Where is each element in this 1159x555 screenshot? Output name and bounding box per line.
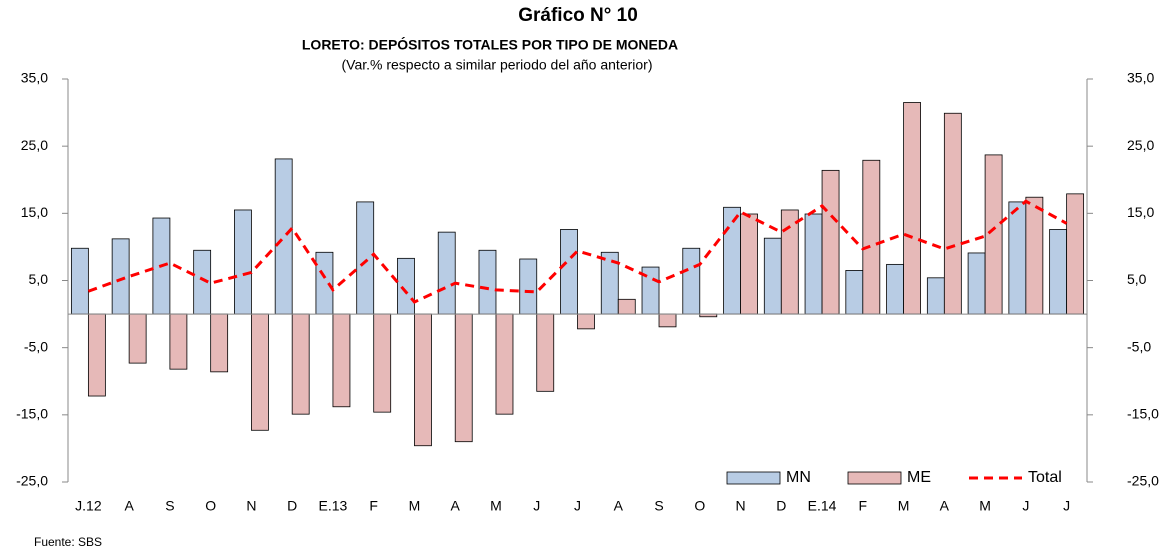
bar [397, 257, 415, 315]
x-tick-label: J [574, 498, 581, 514]
legend-label: ME [907, 469, 931, 486]
bar [658, 313, 677, 328]
y2-tick-label: 35,0 [1127, 70, 1154, 86]
bar [356, 201, 375, 315]
x-tick-label: J [1063, 498, 1070, 514]
bar [315, 251, 334, 315]
y-tick-label: -25,0 [16, 473, 48, 489]
bar [862, 159, 881, 315]
x-tick-label: S [165, 498, 174, 514]
bar [943, 112, 962, 315]
x-tick-label: A [451, 498, 461, 514]
x-tick-label: J [1022, 498, 1029, 514]
bar [1008, 201, 1027, 315]
y-tick-label: 35,0 [21, 70, 48, 86]
x-tick-label: A [614, 498, 624, 514]
x-tick-label: N [246, 498, 256, 514]
line-series [87, 199, 1068, 304]
bar [682, 247, 701, 315]
bar [454, 313, 473, 443]
x-tick-label: A [124, 498, 134, 514]
bar [903, 102, 921, 315]
bar [780, 209, 799, 315]
x-tick-label: F [859, 498, 868, 514]
legend-label: MN [786, 469, 811, 486]
bar [414, 313, 432, 447]
bar [332, 313, 351, 408]
x-tick-label: J.12 [75, 498, 102, 514]
bar [111, 238, 130, 315]
y2-tick-label: -15,0 [1127, 406, 1159, 422]
bar [1025, 196, 1044, 315]
bar [291, 313, 310, 415]
bar [210, 313, 229, 373]
legend-label: Total [1028, 469, 1062, 486]
x-tick-label: D [776, 498, 786, 514]
y2-tick-label: 5,0 [1127, 271, 1147, 287]
y-tick-label: -15,0 [16, 406, 48, 422]
bar [723, 206, 741, 315]
bar [274, 158, 293, 315]
chart-note: (Var.% respecto a similar periodo del añ… [341, 57, 652, 73]
x-tick-label: E.13 [319, 498, 348, 514]
legend-swatch [847, 471, 902, 485]
x-tick-label: F [369, 498, 378, 514]
y2-tick-label: 15,0 [1127, 204, 1154, 220]
x-tick-label: M [409, 498, 421, 514]
bar [967, 252, 986, 315]
bar [1066, 193, 1085, 315]
bar [519, 258, 538, 315]
bar [984, 154, 1003, 315]
bar [560, 229, 578, 315]
x-tick-label: O [205, 498, 216, 514]
bar [926, 277, 945, 315]
y2-tick-label: -5,0 [1127, 338, 1151, 354]
x-tick-label: A [940, 498, 950, 514]
x-tick-label: N [735, 498, 745, 514]
bar [821, 169, 840, 315]
bar [763, 237, 782, 315]
bar [70, 247, 89, 315]
x-tick-label: D [287, 498, 297, 514]
bar [373, 313, 392, 413]
x-tick-label: M [490, 498, 502, 514]
y2-tick-label: -25,0 [1127, 473, 1159, 489]
y-tick-label: 5,0 [29, 271, 49, 287]
bar [169, 313, 188, 370]
bar [804, 213, 823, 315]
bar [617, 298, 636, 315]
x-tick-label: O [694, 498, 705, 514]
x-tick-label: S [654, 498, 663, 514]
bar [495, 313, 514, 415]
x-tick-label: J [533, 498, 540, 514]
bar [128, 313, 147, 364]
legend-swatch [726, 471, 781, 485]
bar [577, 313, 595, 330]
bar [234, 209, 252, 315]
chart-subtitle: LORETO: DEPÓSITOS TOTALES POR TIPO DE MO… [302, 36, 678, 53]
bar [478, 249, 497, 315]
bar [886, 263, 904, 315]
bar [437, 231, 456, 315]
x-tick-label: M [898, 498, 910, 514]
bar [193, 249, 212, 315]
y-tick-label: -5,0 [24, 338, 48, 354]
bar [536, 313, 555, 392]
bar [87, 313, 106, 397]
x-tick-label: M [979, 498, 991, 514]
source: Fuente: SBS [34, 535, 102, 549]
y-tick-label: 15,0 [21, 204, 48, 220]
x-tick-label: E.14 [808, 498, 837, 514]
chart-title: Gráfico N° 10 [518, 5, 638, 26]
y-tick-label: 25,0 [21, 137, 48, 153]
bar [740, 213, 758, 315]
bar [251, 313, 269, 431]
bar [845, 270, 864, 315]
y2-tick-label: 25,0 [1127, 137, 1154, 153]
bar [1049, 229, 1068, 315]
